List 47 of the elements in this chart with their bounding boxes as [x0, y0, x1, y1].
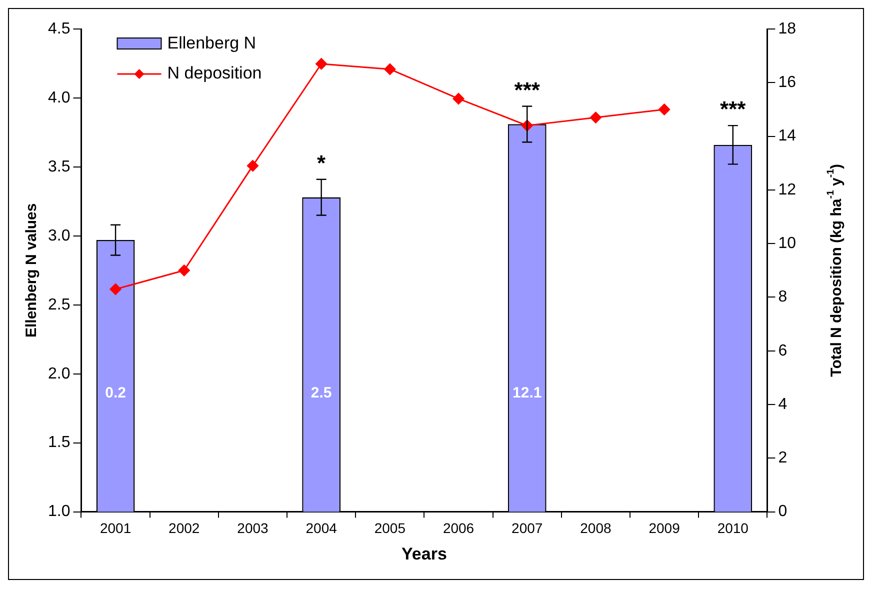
legend-label: Ellenberg N: [167, 34, 256, 53]
x-tick-label: 2005: [374, 520, 406, 536]
point: [384, 63, 396, 75]
x-tick-label: 2004: [306, 520, 338, 536]
x-tick-label: 2009: [648, 520, 680, 536]
x-tick-label: 2010: [717, 520, 749, 536]
point: [178, 264, 190, 276]
y2-tick-label: 10: [778, 234, 796, 252]
point: [658, 104, 670, 116]
y2-tick-label: 4: [778, 396, 788, 413]
y-tick-label: 4.5: [48, 20, 70, 38]
annotation: ***: [514, 77, 540, 102]
y2-tick-label: 2: [778, 450, 788, 467]
annotation: 12.1: [512, 384, 542, 402]
y2-tick-label: 12: [778, 181, 796, 198]
annotation: 0.2: [105, 384, 126, 402]
x-tick-label: 2003: [237, 520, 269, 536]
annotation: *: [317, 150, 326, 176]
y2-tick-label: 14: [778, 128, 796, 145]
y2-tick-label: 16: [778, 74, 796, 92]
annotation: 2.5: [310, 384, 332, 402]
y2-axis-title: Total N deposition (kg ha-1 y-1): [826, 164, 846, 377]
y2-tick-label: 0: [778, 503, 788, 520]
x-tick-label: 2008: [580, 520, 612, 536]
y2-tick-label: 6: [778, 342, 788, 360]
y-tick-label: 1.5: [48, 434, 70, 452]
x-tick-label: 2006: [442, 520, 474, 536]
annotation: ***: [720, 96, 746, 122]
point: [246, 160, 258, 172]
point: [590, 112, 602, 124]
y-tick-label: 3.5: [48, 158, 70, 176]
point: [316, 58, 328, 70]
y2-tick-label: 8: [778, 288, 788, 306]
y-tick-label: 3.0: [48, 227, 70, 244]
point: [110, 283, 122, 295]
legend-label: N deposition: [167, 64, 262, 83]
x-tick-label: 2001: [100, 520, 132, 536]
y-tick-label: 2.5: [48, 296, 70, 314]
x-axis-title: Years: [402, 544, 447, 564]
x-tick-label: 2007: [512, 520, 543, 536]
y-axis-title: Ellenberg N values: [23, 203, 40, 338]
y-tick-label: 1.0: [48, 503, 70, 520]
y2-tick-label: 18: [778, 20, 796, 38]
y-tick-label: 2.0: [48, 365, 70, 382]
x-tick-label: 2002: [168, 520, 200, 536]
point: [452, 92, 464, 104]
y-tick-label: 4.0: [48, 89, 70, 106]
